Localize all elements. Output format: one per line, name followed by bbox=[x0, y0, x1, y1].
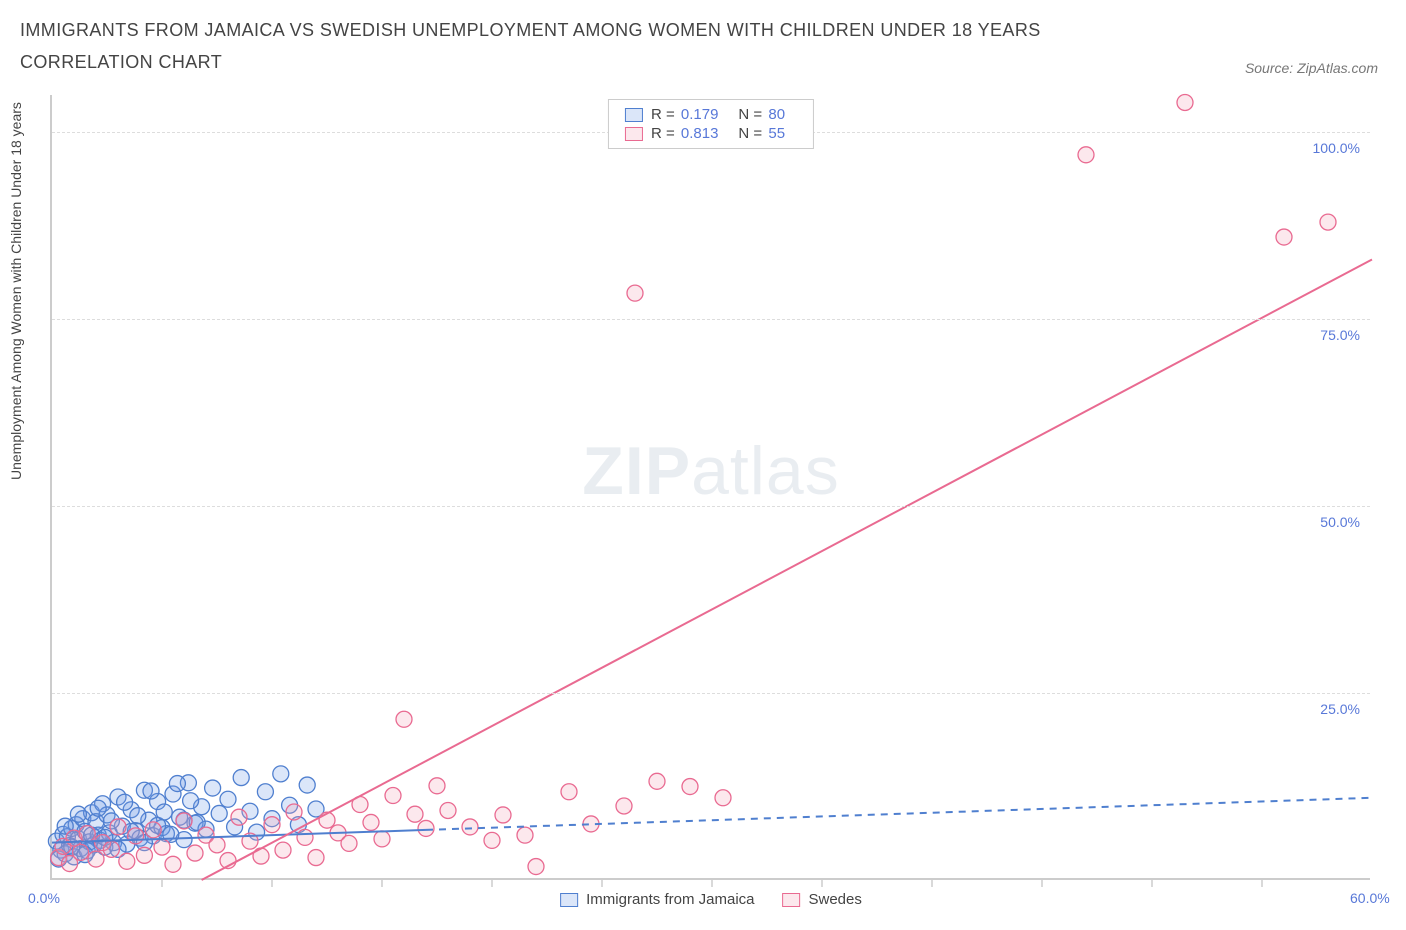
legend-swatch-icon bbox=[625, 127, 643, 141]
data-point-swedes bbox=[145, 822, 161, 838]
legend-r-label: R = 0.179 bbox=[651, 106, 730, 123]
source-attribution: Source: ZipAtlas.com bbox=[1245, 60, 1378, 76]
legend-n-label: N = 80 bbox=[738, 106, 797, 123]
plot-area: ZIPatlas R = 0.179N = 80R = 0.813N = 55 … bbox=[50, 95, 1370, 880]
data-point-swedes bbox=[73, 844, 89, 860]
regression-line-swedes bbox=[202, 259, 1372, 880]
data-point-jamaica bbox=[183, 793, 199, 809]
data-point-swedes bbox=[715, 790, 731, 806]
data-point-swedes bbox=[297, 829, 313, 845]
legend-item-label: Immigrants from Jamaica bbox=[586, 891, 754, 908]
data-point-swedes bbox=[374, 831, 390, 847]
data-point-swedes bbox=[385, 788, 401, 804]
legend-item-swedes: Swedes bbox=[783, 891, 862, 908]
data-point-jamaica bbox=[143, 783, 159, 799]
legend-swatch-icon bbox=[625, 108, 643, 122]
regression-line-jamaica-dashed bbox=[426, 798, 1372, 830]
data-point-swedes bbox=[462, 819, 478, 835]
data-point-swedes bbox=[517, 827, 533, 843]
legend-series: Immigrants from Jamaica Swedes bbox=[560, 891, 862, 908]
legend-r-value: 0.813 bbox=[681, 125, 719, 142]
legend-n-value: 80 bbox=[768, 106, 785, 123]
legend-n-value: 55 bbox=[768, 125, 785, 142]
gridline bbox=[52, 319, 1370, 320]
data-point-swedes bbox=[136, 847, 152, 863]
data-point-swedes bbox=[363, 814, 379, 830]
gridline bbox=[52, 693, 1370, 694]
y-tick-label: 75.0% bbox=[1320, 327, 1360, 343]
data-point-swedes bbox=[231, 809, 247, 825]
data-point-jamaica bbox=[205, 780, 221, 796]
source-prefix: Source: bbox=[1245, 60, 1297, 76]
legend-swatch-icon bbox=[783, 893, 801, 907]
x-tick-label: 0.0% bbox=[28, 890, 60, 906]
data-point-jamaica bbox=[117, 794, 133, 810]
y-tick-label: 100.0% bbox=[1313, 140, 1360, 156]
data-point-swedes bbox=[561, 784, 577, 800]
data-point-swedes bbox=[165, 856, 181, 872]
data-point-swedes bbox=[187, 845, 203, 861]
data-point-swedes bbox=[154, 839, 170, 855]
data-point-swedes bbox=[88, 851, 104, 867]
legend-n-label: N = 55 bbox=[738, 125, 797, 142]
data-point-swedes bbox=[407, 806, 423, 822]
legend-stats: R = 0.179 N = 80 R = 0.813 N = 55 bbox=[608, 99, 814, 149]
data-point-swedes bbox=[528, 859, 544, 875]
data-point-swedes bbox=[484, 832, 500, 848]
data-point-swedes bbox=[440, 802, 456, 818]
legend-item-jamaica: Immigrants from Jamaica bbox=[560, 891, 754, 908]
data-point-swedes bbox=[1177, 94, 1193, 110]
data-point-swedes bbox=[418, 820, 434, 836]
data-point-jamaica bbox=[220, 791, 236, 807]
data-point-swedes bbox=[110, 819, 126, 835]
legend-r-label: R = 0.813 bbox=[651, 125, 730, 142]
data-point-swedes bbox=[79, 826, 95, 842]
data-point-jamaica bbox=[90, 800, 106, 816]
data-point-swedes bbox=[119, 853, 135, 869]
data-point-jamaica bbox=[233, 770, 249, 786]
data-point-swedes bbox=[396, 711, 412, 727]
data-point-jamaica bbox=[257, 784, 273, 800]
data-point-swedes bbox=[264, 817, 280, 833]
data-point-jamaica bbox=[169, 776, 185, 792]
data-point-swedes bbox=[627, 285, 643, 301]
data-point-swedes bbox=[1078, 147, 1094, 163]
data-point-swedes bbox=[429, 778, 445, 794]
chart-container: { "title": "IMMIGRANTS FROM JAMAICA VS S… bbox=[0, 0, 1406, 930]
gridline bbox=[52, 506, 1370, 507]
data-point-jamaica bbox=[70, 806, 86, 822]
data-point-jamaica bbox=[130, 808, 146, 824]
data-point-swedes bbox=[209, 837, 225, 853]
y-tick-label: 50.0% bbox=[1320, 514, 1360, 530]
data-point-swedes bbox=[649, 773, 665, 789]
data-point-jamaica bbox=[211, 805, 227, 821]
legend-stat-row-jamaica: R = 0.179 N = 80 bbox=[625, 106, 797, 123]
data-point-swedes bbox=[495, 807, 511, 823]
data-point-swedes bbox=[308, 850, 324, 866]
data-point-swedes bbox=[286, 804, 302, 820]
data-point-swedes bbox=[616, 798, 632, 814]
legend-item-label: Swedes bbox=[809, 891, 862, 908]
chart-title: IMMIGRANTS FROM JAMAICA VS SWEDISH UNEMP… bbox=[20, 14, 1140, 79]
data-point-swedes bbox=[1320, 214, 1336, 230]
source-name: ZipAtlas.com bbox=[1297, 60, 1378, 76]
x-tick-label: 60.0% bbox=[1350, 890, 1390, 906]
legend-r-value: 0.179 bbox=[681, 106, 719, 123]
data-point-swedes bbox=[128, 828, 144, 844]
legend-stat-row-swedes: R = 0.813 N = 55 bbox=[625, 125, 797, 142]
data-point-jamaica bbox=[273, 766, 289, 782]
legend-swatch-icon bbox=[560, 893, 578, 907]
data-point-jamaica bbox=[299, 777, 315, 793]
data-point-jamaica bbox=[156, 804, 172, 820]
data-point-swedes bbox=[103, 841, 119, 857]
y-tick-label: 25.0% bbox=[1320, 701, 1360, 717]
data-point-swedes bbox=[682, 779, 698, 795]
data-point-swedes bbox=[176, 813, 192, 829]
data-point-swedes bbox=[1276, 229, 1292, 245]
data-point-swedes bbox=[275, 842, 291, 858]
data-point-swedes bbox=[341, 835, 357, 851]
chart-svg bbox=[52, 95, 1370, 878]
y-axis-label: Unemployment Among Women with Children U… bbox=[8, 102, 24, 480]
